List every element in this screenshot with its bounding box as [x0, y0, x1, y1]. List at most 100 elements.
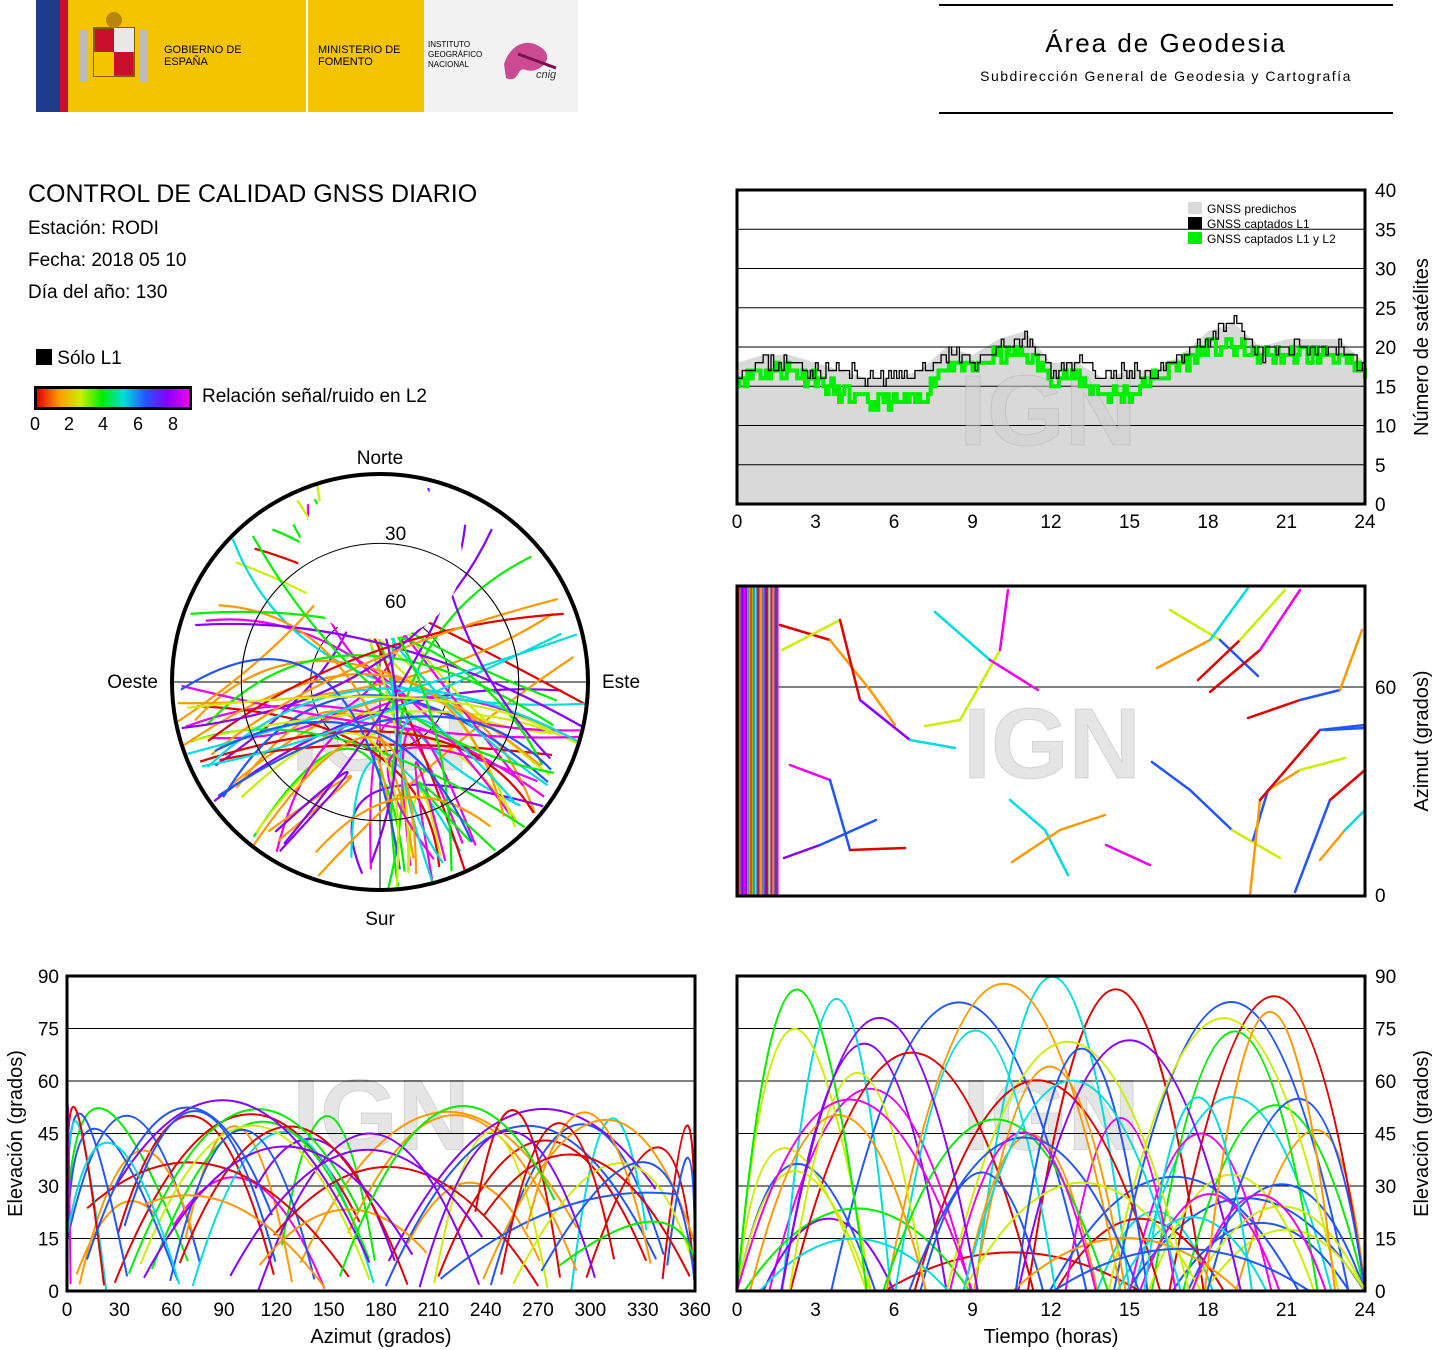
satellite-track — [214, 720, 473, 843]
azimuth-track-segment — [868, 688, 897, 727]
azimuth-track-segment — [788, 763, 832, 782]
azimuth-track-segment — [1323, 726, 1367, 732]
skyplot-north-gap — [298, 475, 462, 639]
elevation-track — [768, 1088, 972, 1292]
instituto-text: INSTITUTO GEOGRÁFICO NACIONAL — [428, 40, 483, 69]
satellite-track — [181, 528, 493, 730]
azimuth-track-segment — [1058, 813, 1107, 832]
azimuth-track-segment — [858, 698, 912, 742]
x-tick-label: 180 — [365, 1300, 397, 1321]
plot-frame — [735, 974, 1367, 1293]
plot-frame — [735, 188, 1367, 506]
x-tick-label: 300 — [574, 1300, 606, 1321]
y-tick-label: 75 — [38, 1020, 59, 1041]
east-label: Este — [602, 672, 640, 693]
ring-label-30: 30 — [385, 524, 406, 545]
satellite-track — [275, 695, 563, 852]
y-axis-label: Elevación (grados) — [1411, 1050, 1433, 1217]
elevation-track — [112, 1099, 371, 1263]
y-tick-label: 40 — [1375, 181, 1396, 202]
elevation-track — [762, 1217, 895, 1292]
elevation-track — [1048, 1175, 1300, 1292]
x-axis-label: Azimut (grados) — [310, 1326, 451, 1348]
elevation-track — [962, 1181, 1202, 1292]
x-tick-label: 210 — [417, 1300, 449, 1321]
elevation-track — [169, 1128, 316, 1282]
elevation-track — [759, 1237, 949, 1292]
y-tick-label: 60 — [1375, 678, 1396, 699]
x-tick-label: 9 — [967, 512, 978, 533]
elevation-track — [1064, 1117, 1177, 1292]
y-tick-label: 75 — [1375, 1020, 1396, 1041]
ministerio-text: MINISTERIO DE FOMENTO — [318, 44, 401, 68]
azimuth-track-segment — [838, 618, 862, 702]
satellite-track — [186, 695, 556, 734]
satellite-track — [252, 735, 418, 875]
elevation-track — [1203, 1228, 1366, 1292]
y-axis-label: Número de satélites — [1411, 258, 1433, 436]
institutional-logo-banner: GOBIERNO DE ESPAÑA MINISTERIO DE FOMENTO… — [36, 0, 578, 112]
y-tick-label: 90 — [38, 967, 59, 988]
snr-tick: 2 — [64, 414, 75, 434]
skyplot-frame — [170, 472, 590, 892]
satellite-track — [274, 770, 349, 852]
snr-colorbar — [34, 386, 192, 410]
elevation-track — [882, 1118, 1109, 1292]
azimuth-track-segment — [1208, 586, 1250, 642]
x-tick-label: 6 — [889, 1300, 900, 1321]
l1-swatch — [36, 349, 52, 365]
azimuth-track-segment — [780, 618, 842, 652]
satellite-track — [180, 658, 401, 870]
ign-watermark: IGN — [292, 1059, 470, 1171]
azimuth-track-segment — [1266, 768, 1302, 792]
ign-logo: INSTITUTO GEOGRÁFICO NACIONAL cnig — [424, 0, 578, 112]
snr-tick: 4 — [98, 414, 109, 434]
azimuth-track-segment — [1343, 808, 1367, 832]
elevation-track — [117, 1114, 275, 1276]
snr-tick: 8 — [168, 414, 179, 434]
x-tick-label: 24 — [1354, 1300, 1376, 1321]
satellite-track — [183, 672, 505, 817]
elevation-track — [1203, 1011, 1337, 1292]
elevation-track — [1139, 1193, 1281, 1292]
azimuth-track-segment — [1328, 768, 1367, 802]
azimuth-track-segment — [1248, 798, 1262, 897]
elevation-track — [1017, 1039, 1242, 1292]
x-tick-label: 120 — [260, 1300, 292, 1321]
azimuth-track-segment — [1155, 638, 1212, 670]
snr-tick: 6 — [133, 414, 144, 434]
x-tick-label: 90 — [213, 1300, 234, 1321]
azimuth-track-segment — [1150, 760, 1192, 792]
y-axis-label: Elevación (grados) — [5, 1050, 27, 1217]
elevation-track — [143, 1145, 414, 1279]
satellite-track — [222, 694, 549, 798]
elevation-track — [500, 1122, 616, 1275]
elevation-track — [913, 1079, 1162, 1292]
x-tick-label: 18 — [1197, 1300, 1218, 1321]
x-tick-label: 60 — [161, 1300, 182, 1321]
elevation-track — [908, 1136, 1140, 1292]
satellite-track — [217, 715, 552, 797]
azimuth-track-segment — [988, 658, 1040, 692]
gobierno-text: GOBIERNO DE ESPAÑA — [164, 44, 242, 68]
north-label: Norte — [357, 448, 403, 469]
elevation-track — [75, 1200, 156, 1275]
plot-frame — [735, 584, 1367, 898]
x-tick-label: 30 — [109, 1300, 130, 1321]
snr-legend-label: Relación señal/ruido en L2 — [202, 386, 427, 407]
x-tick-label: 270 — [522, 1300, 554, 1321]
x-tick-label: 15 — [1119, 512, 1140, 533]
elevation-track — [885, 983, 1122, 1292]
elevation-track — [743, 1207, 971, 1292]
elevation-track — [749, 1113, 928, 1292]
satellite-track — [205, 618, 514, 820]
elevation-track — [1132, 1096, 1333, 1292]
elevation-track — [406, 1181, 541, 1262]
y-tick-label: 0 — [1375, 1282, 1386, 1303]
elevation-track — [143, 1194, 326, 1289]
y-tick-label: 10 — [1375, 417, 1396, 438]
elevation-track — [1143, 1096, 1253, 1292]
elevation-azimuth-chart: IGN 0 15 30 45 60 75 90 0 30 60 90 120 150 180 210 240 27… — [5, 967, 711, 1348]
